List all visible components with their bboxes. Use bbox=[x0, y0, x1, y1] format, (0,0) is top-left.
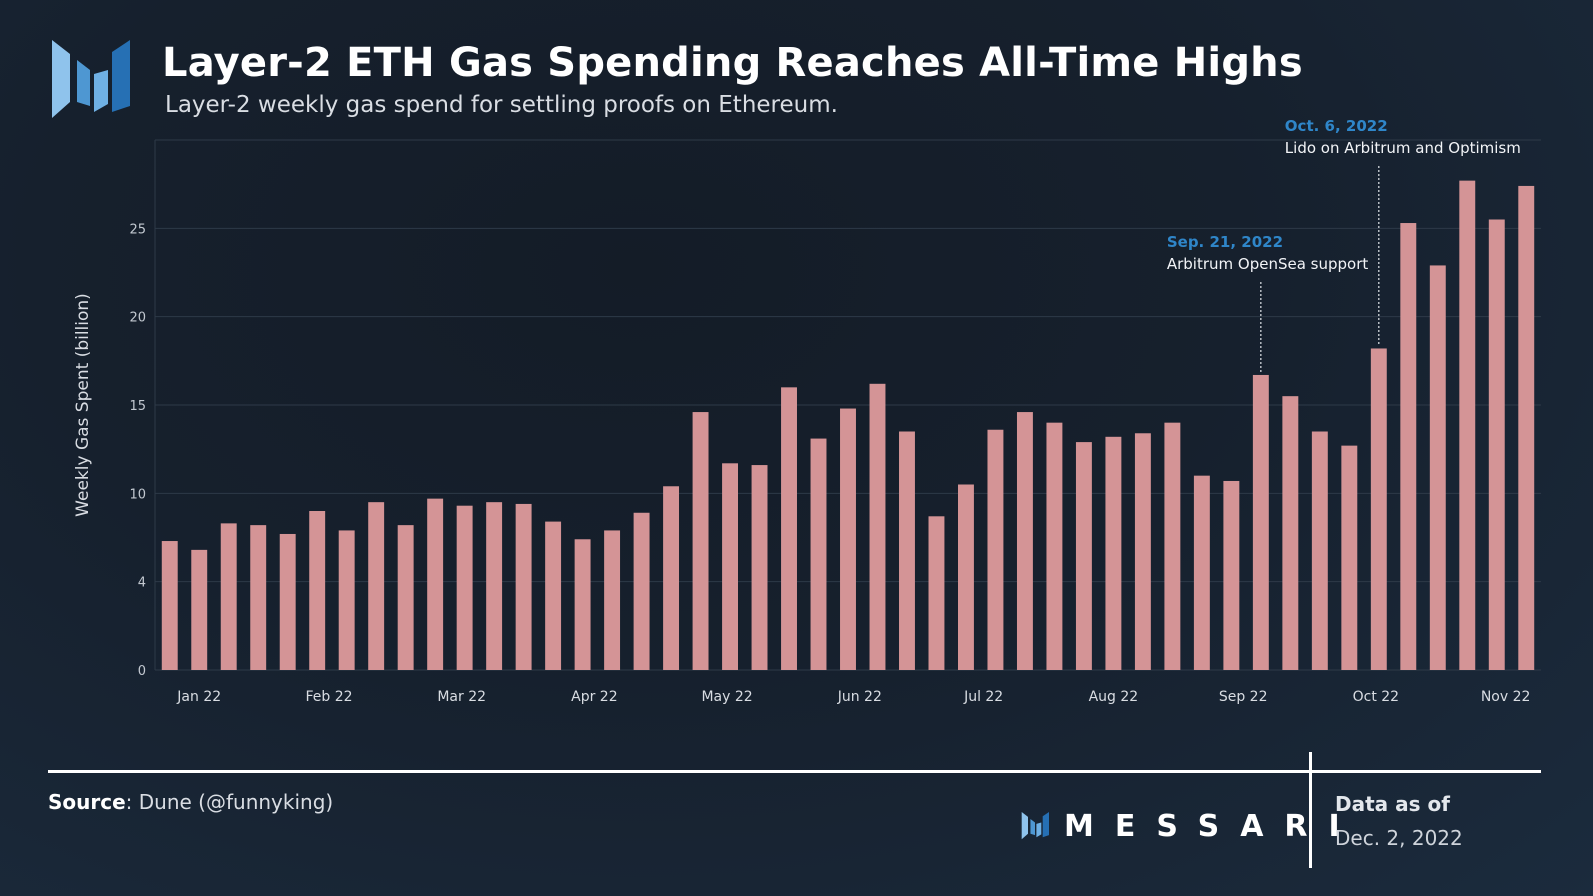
y-axis-label: Weekly Gas Spent (billion) bbox=[73, 293, 93, 517]
annotation-text: Lido on Arbitrum and Optimism bbox=[1285, 139, 1521, 157]
x-tick-label: Aug 22 bbox=[1089, 689, 1139, 705]
y-tick-label: 4 bbox=[138, 576, 146, 591]
bar bbox=[397, 525, 414, 670]
bar bbox=[1341, 445, 1358, 670]
bar bbox=[515, 503, 532, 670]
bar bbox=[1282, 396, 1299, 670]
bar bbox=[1016, 412, 1033, 670]
bar bbox=[1429, 265, 1446, 670]
source-text: : Dune (@funnyking) bbox=[125, 790, 334, 814]
messari-brand: MESSARI bbox=[1020, 806, 1361, 846]
bar bbox=[633, 512, 650, 670]
brand-wordmark: MESSARI bbox=[1064, 808, 1361, 844]
bar bbox=[1518, 185, 1535, 670]
bar bbox=[1075, 442, 1092, 670]
chart-subtitle: Layer-2 weekly gas spend for settling pr… bbox=[165, 92, 838, 118]
bar bbox=[604, 530, 621, 670]
bar bbox=[722, 463, 739, 670]
bar bbox=[781, 387, 797, 670]
bar bbox=[220, 523, 237, 670]
bar bbox=[899, 431, 915, 670]
x-tick-label: Oct 22 bbox=[1353, 689, 1399, 705]
bar bbox=[869, 383, 886, 670]
y-tick-label: 25 bbox=[129, 222, 146, 237]
x-tick-label: Mar 22 bbox=[437, 689, 486, 705]
x-tick-label: Jul 22 bbox=[963, 689, 1003, 705]
x-tick-label: Sep 22 bbox=[1219, 689, 1268, 705]
chart-title: Layer-2 ETH Gas Spending Reaches All-Tim… bbox=[162, 40, 1303, 86]
bar bbox=[810, 438, 827, 670]
bar bbox=[1311, 431, 1328, 670]
bar bbox=[1252, 374, 1269, 670]
bar bbox=[338, 530, 355, 670]
y-tick-label: 15 bbox=[129, 399, 146, 414]
x-tick-label: Jan 22 bbox=[176, 689, 221, 705]
messari-logo-icon bbox=[52, 40, 130, 118]
bar bbox=[1400, 223, 1417, 671]
y-tick-label: 0 bbox=[138, 664, 146, 679]
bar bbox=[1370, 348, 1387, 670]
bar bbox=[1134, 433, 1151, 670]
bar bbox=[486, 502, 503, 670]
source-note: Source: Dune (@funnyking) bbox=[48, 790, 333, 814]
bar bbox=[161, 541, 178, 670]
x-tick-label: Apr 22 bbox=[571, 689, 617, 705]
bar bbox=[279, 533, 296, 670]
bar bbox=[751, 465, 768, 670]
messari-brand-icon bbox=[1021, 812, 1049, 840]
annotation-date: Oct. 6, 2022 bbox=[1285, 117, 1388, 135]
bar-chart: 0 4 10 15 20 25 Weekly Gas Spent (billion) Jan … bbox=[73, 117, 1541, 705]
bar bbox=[191, 549, 208, 670]
x-tick-label: Nov 22 bbox=[1481, 689, 1531, 705]
bar bbox=[574, 539, 591, 670]
bar bbox=[1223, 480, 1240, 670]
bar bbox=[663, 486, 680, 670]
y-tick-label: 20 bbox=[129, 311, 146, 326]
bar bbox=[1193, 475, 1210, 670]
y-tick-label: 10 bbox=[129, 487, 146, 502]
bar bbox=[928, 516, 945, 670]
bar bbox=[840, 408, 856, 670]
bar bbox=[1164, 422, 1181, 670]
bar bbox=[1046, 422, 1063, 670]
bar bbox=[692, 412, 709, 670]
bar bbox=[1459, 180, 1476, 670]
bar bbox=[427, 498, 444, 670]
bar bbox=[1105, 436, 1122, 670]
annotation-text: Arbitrum OpenSea support bbox=[1167, 255, 1369, 273]
source-label: Source bbox=[48, 790, 126, 814]
bar bbox=[368, 502, 385, 670]
annotation-date: Sep. 21, 2022 bbox=[1167, 233, 1283, 251]
bar bbox=[309, 511, 326, 670]
bar bbox=[1488, 219, 1505, 670]
bar bbox=[250, 525, 267, 670]
bar bbox=[957, 484, 974, 670]
data-as-of-date: Dec. 2, 2022 bbox=[1335, 826, 1463, 850]
bar bbox=[987, 429, 1004, 670]
bar bbox=[545, 521, 562, 670]
x-tick-label: May 22 bbox=[701, 689, 752, 705]
footer-divider bbox=[48, 770, 1541, 773]
bar bbox=[456, 505, 473, 670]
x-tick-label: Jun 22 bbox=[837, 689, 882, 705]
data-as-of-label: Data as of bbox=[1335, 792, 1450, 816]
x-tick-label: Feb 22 bbox=[305, 689, 352, 705]
footer-vertical-divider bbox=[1309, 752, 1312, 868]
